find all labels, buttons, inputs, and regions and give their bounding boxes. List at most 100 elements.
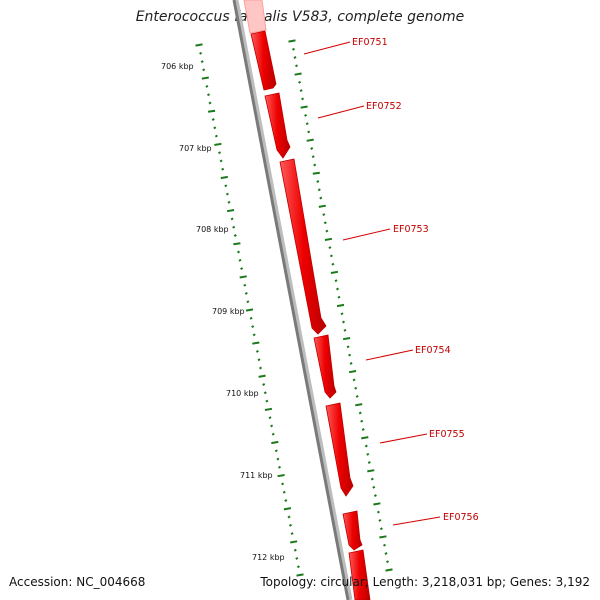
outer-track-minor-tick <box>334 279 338 283</box>
kbp-label-708: 708 kbp <box>196 225 229 234</box>
inner-track-major-tick <box>214 142 222 146</box>
gene-label-ef0751[interactable]: EF0751 <box>352 37 388 48</box>
inner-track-major-tick <box>296 573 304 577</box>
gene-arrow-bottom[interactable] <box>348 549 371 600</box>
inner-track-minor-tick <box>224 184 228 188</box>
outer-track-minor-tick <box>364 444 368 448</box>
inner-track-major-tick <box>239 275 247 279</box>
outer-track-minor-tick <box>294 64 299 68</box>
outer-track-minor-tick <box>367 461 371 464</box>
gene-label-ef0755[interactable]: EF0755 <box>429 429 465 440</box>
outer-track-minor-tick <box>354 386 358 390</box>
inner-track-minor-tick <box>281 482 285 486</box>
kbp-label-709: 709 kbp <box>212 307 245 316</box>
inner-track-minor-tick <box>243 283 247 287</box>
gene-arrow-ef0751[interactable] <box>250 30 277 91</box>
inner-track-major-tick <box>201 76 209 80</box>
inner-track-major-tick <box>290 540 298 544</box>
outer-track-major-tick <box>294 72 302 76</box>
genome-info-text: Topology: circular; Length: 3,218,031 bp… <box>260 575 590 589</box>
gene-arrow-ef0756[interactable] <box>342 510 363 551</box>
outer-track-minor-tick <box>298 80 302 84</box>
inner-track-minor-tick <box>252 333 256 337</box>
outer-track-minor-tick <box>385 560 390 564</box>
gene-arrow-ef0755[interactable] <box>325 402 354 497</box>
outer-track-major-tick <box>348 370 357 374</box>
outer-track-minor-tick <box>335 287 340 291</box>
inner-track-minor-tick <box>208 101 212 105</box>
inner-track-minor-tick <box>270 424 274 428</box>
inner-track-major-tick <box>258 374 266 378</box>
inner-track-minor-tick <box>227 200 231 204</box>
inner-track-minor-tick <box>296 565 300 569</box>
outer-track-minor-tick <box>317 188 321 192</box>
inner-track-minor-tick <box>268 416 272 420</box>
outer-track-minor-tick <box>291 47 296 51</box>
inner-track-minor-tick <box>205 84 209 88</box>
leader-ef0754 <box>365 349 414 361</box>
inner-track-major-tick <box>207 109 216 113</box>
kbp-label-710: 710 kbp <box>226 389 259 398</box>
outer-track-minor-tick <box>323 221 327 225</box>
inner-track-major-tick <box>245 308 254 312</box>
gene-arrow-ef0753[interactable] <box>279 158 327 335</box>
outer-track-minor-tick <box>340 312 344 316</box>
inner-track-major-tick <box>195 43 203 47</box>
inner-track-minor-tick <box>293 548 297 552</box>
gene-label-ef0752[interactable]: EF0752 <box>366 101 402 112</box>
gene-arrow-ef0752[interactable] <box>264 92 291 159</box>
outer-track-major-tick <box>330 270 339 274</box>
outer-track-major-tick <box>336 303 345 308</box>
outer-track-minor-tick <box>319 196 323 200</box>
gene-fragment-top[interactable] <box>243 0 267 34</box>
outer-track-minor-tick <box>305 122 309 126</box>
inner-track-minor-tick <box>213 126 217 130</box>
outer-track-major-tick <box>361 436 369 440</box>
leader-ef0756 <box>392 516 441 526</box>
genome-backbone-shadow <box>233 0 353 600</box>
outer-track-major-tick <box>379 535 387 539</box>
inner-track-minor-tick <box>214 134 218 138</box>
outer-track-minor-tick <box>304 113 308 117</box>
outer-track-minor-tick <box>348 353 352 357</box>
inner-track-minor-tick <box>271 432 275 436</box>
inner-track-major-tick <box>233 242 241 246</box>
kbp-label-712: 712 kbp <box>252 553 285 562</box>
inner-track-minor-tick <box>263 391 267 395</box>
inner-track-minor-tick <box>274 449 278 453</box>
inner-track-minor-tick <box>200 60 204 64</box>
outer-track-minor-tick <box>378 518 382 522</box>
gene-label-ef0753[interactable]: EF0753 <box>393 224 429 235</box>
outer-track-minor-tick <box>293 56 297 59</box>
inner-track-minor-tick <box>219 159 223 163</box>
inner-track-minor-tick <box>206 93 211 97</box>
leader-ef0755 <box>379 433 428 444</box>
inner-track-minor-tick <box>255 349 259 353</box>
outer-track-minor-tick <box>316 180 320 183</box>
inner-track-minor-tick <box>290 532 294 536</box>
kbp-label-706: 706 kbp <box>161 62 194 71</box>
outer-track-major-tick <box>306 138 314 142</box>
outer-track-minor-tick <box>373 494 377 498</box>
inner-track-minor-tick <box>202 68 206 72</box>
outer-track-major-tick <box>355 403 363 407</box>
gene-label-ef0754[interactable]: EF0754 <box>415 345 451 356</box>
gene-arrow-ef0754[interactable] <box>313 334 337 399</box>
outer-track-minor-tick <box>346 345 350 349</box>
inner-track-minor-tick <box>282 490 286 494</box>
inner-track-minor-tick <box>246 300 250 304</box>
inner-track-minor-tick <box>211 118 215 121</box>
inner-track-minor-tick <box>288 523 293 527</box>
outer-track-minor-tick <box>313 163 317 167</box>
outer-track-major-tick <box>318 204 326 208</box>
accession-text: Accession: NC_004668 <box>9 575 146 589</box>
outer-track-minor-tick <box>376 510 380 514</box>
inner-track-minor-tick <box>236 250 241 254</box>
outer-track-major-tick <box>342 337 351 341</box>
outer-track-major-tick <box>385 568 393 572</box>
outer-track-major-tick <box>324 237 333 241</box>
inner-track-minor-tick <box>238 258 242 262</box>
gene-label-ef0756[interactable]: EF0756 <box>443 512 479 523</box>
